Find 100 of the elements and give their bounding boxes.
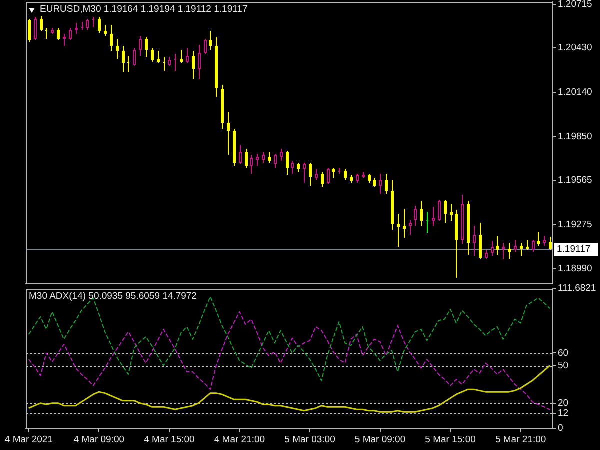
candlestick: [227, 112, 230, 156]
candlestick: [45, 28, 48, 40]
candlestick: [34, 16, 37, 40]
candlestick: [414, 206, 417, 226]
candlestick: [57, 28, 60, 40]
y-tick-label: 50: [558, 360, 569, 372]
candlestick: [356, 174, 359, 184]
candlestick: [180, 50, 183, 64]
candlestick: [274, 154, 277, 168]
candlestick: [268, 152, 271, 164]
candlestick: [409, 220, 412, 236]
candlestick: [28, 18, 31, 42]
y-tick-label: 1.19565: [558, 175, 592, 186]
candlestick: [327, 168, 330, 184]
y-tick-label: 0: [558, 423, 564, 434]
candlestick: [426, 212, 429, 234]
y-tick-label: 12: [558, 408, 569, 419]
candlestick: [174, 54, 177, 72]
candlestick: [81, 22, 84, 30]
y-tick-label: 1.20715: [558, 0, 592, 10]
candlestick: [362, 172, 365, 178]
candlestick: [233, 128, 236, 166]
candlestick: [221, 84, 224, 130]
candlestick: [133, 48, 136, 66]
x-tick-label: 4 Mar 15:00: [144, 434, 195, 446]
candlestick: [502, 242, 505, 260]
y-tick-label: 1.19850: [558, 131, 592, 142]
x-tick-label: 5 Mar 03:00: [284, 434, 336, 446]
candlestick: [92, 16, 95, 28]
chart-title: M30 ADX(14) 50.0935 95.6059 14.7972: [29, 291, 197, 303]
candlestick: [51, 28, 54, 34]
candlestick: [391, 180, 394, 230]
candlestick: [192, 50, 195, 80]
candlestick: [280, 148, 283, 162]
candlestick: [479, 222, 482, 260]
candlestick: [455, 210, 458, 278]
candlestick: [537, 232, 540, 246]
candlestick: [461, 194, 464, 244]
chart-title: EURUSD,M30 1.19164 1.19194 1.19112 1.19117: [40, 4, 248, 16]
candlestick: [215, 36, 218, 98]
candlestick: [368, 174, 371, 184]
candlestick: [467, 200, 470, 256]
candlestick: [297, 162, 300, 172]
candlestick: [151, 48, 154, 62]
candlestick: [520, 242, 523, 256]
candlestick: [209, 30, 212, 50]
candlestick: [245, 148, 248, 168]
candlestick: [204, 38, 207, 54]
candlestick: [75, 22, 78, 34]
candlestick: [379, 174, 382, 194]
candlestick: [139, 36, 142, 56]
candlestick: [514, 240, 517, 252]
candlestick: [508, 242, 511, 260]
x-tick-label: 5 Mar 09:00: [354, 434, 406, 446]
candlestick: [157, 50, 160, 64]
x-tick-label: 4 Mar 2021: [4, 434, 53, 446]
ref-line-label: 1.19117: [557, 244, 591, 256]
candlestick: [127, 56, 130, 72]
candlestick: [303, 162, 306, 184]
y-tick-label: 60: [558, 348, 569, 359]
candlestick: [438, 200, 441, 222]
candlestick: [262, 152, 265, 164]
candlestick: [40, 16, 43, 32]
candlestick: [291, 160, 294, 174]
candlestick: [122, 46, 125, 72]
candlestick: [432, 206, 435, 226]
candlestick: [444, 200, 447, 224]
candlestick: [250, 154, 253, 174]
candlestick: [450, 204, 453, 222]
candlestick: [385, 174, 388, 194]
y-tick-label: 1.19275: [558, 220, 592, 231]
candlestick: [63, 34, 66, 46]
x-tick-label: 4 Mar 09:00: [74, 434, 125, 446]
candlestick: [491, 240, 494, 256]
candlestick: [549, 236, 552, 250]
candlestick: [373, 178, 376, 188]
candlestick: [485, 250, 488, 260]
candlestick: [98, 16, 101, 34]
y-tick-label: 20: [558, 398, 569, 409]
candlestick: [397, 214, 400, 248]
candlestick: [168, 56, 171, 66]
candlestick: [532, 240, 535, 252]
candlestick: [403, 208, 406, 238]
candlestick: [86, 18, 89, 30]
y-tick-label: 1.20430: [558, 42, 592, 54]
candlestick: [350, 174, 353, 184]
candlestick: [315, 168, 318, 180]
candlestick: [496, 236, 499, 256]
candlestick: [309, 162, 312, 186]
candlestick: [344, 168, 347, 180]
candlestick: [420, 200, 423, 226]
x-tick-label: 5 Mar 21:00: [495, 434, 546, 446]
candlestick: [163, 56, 166, 72]
line-series: [28, 311, 551, 410]
x-tick-label: 5 Mar 15:00: [425, 434, 476, 446]
x-tick-label: 4 Mar 21:00: [214, 434, 266, 446]
candlestick: [239, 144, 242, 164]
candlestick: [286, 150, 289, 176]
candlestick: [186, 48, 189, 64]
candlestick: [145, 36, 148, 58]
